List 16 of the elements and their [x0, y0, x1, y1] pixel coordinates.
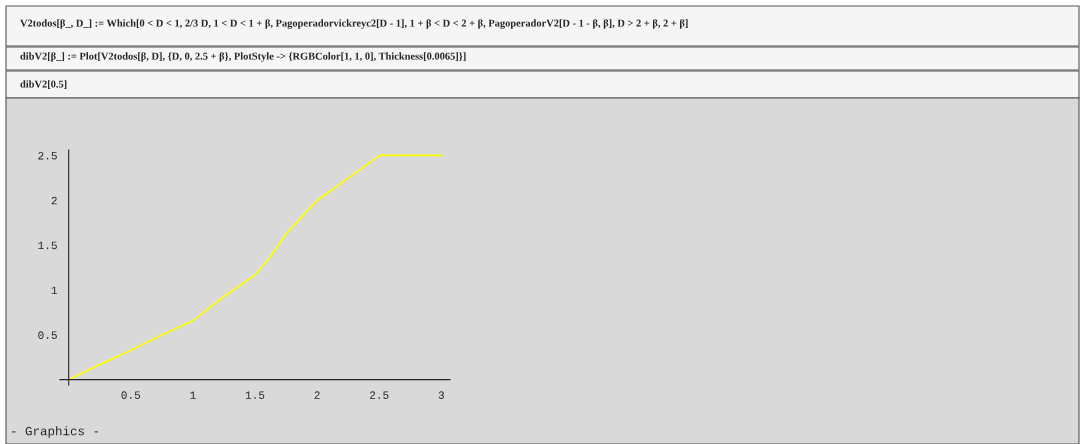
x-tick-label: 2.5	[369, 391, 389, 399]
line-series	[67, 154, 443, 381]
text: V2todos[β_, D_] := Which[0 < D < 1, 2/3 D, 1 < D < 1 + β, Pagoperadorvickreyc2[D - 1], 1 + β < D < 2 + β, PagoperadorV2[D - 1 - β, β], D > 2 + β, 2 + β]	[20, 19, 688, 29]
x-tick-label: 1.5	[245, 391, 265, 399]
text: - Graphics -	[12, 426, 98, 438]
x-tick-label: 3	[438, 391, 444, 399]
text: dibV2[0.5]	[20, 80, 67, 89]
x-tick-label: 1	[190, 391, 196, 399]
y-tick-label: 0.5	[38, 331, 57, 339]
y-tick-label: 1	[51, 286, 58, 294]
y-tick-label: 2	[51, 196, 57, 205]
y-tick-label: 2.5	[38, 151, 57, 160]
x-tick-label: 2	[314, 391, 320, 399]
x-tick-label: 0.5	[121, 391, 141, 399]
text: dibV2[β_] := Plot[V2todos[β, D], {D, 0, 2.5 + β}, PlotStyle -> {RGBColor[1, 1, 0], Thickness[0.0065]}]	[20, 52, 466, 62]
y-tick-label: 1.5	[38, 241, 57, 250]
